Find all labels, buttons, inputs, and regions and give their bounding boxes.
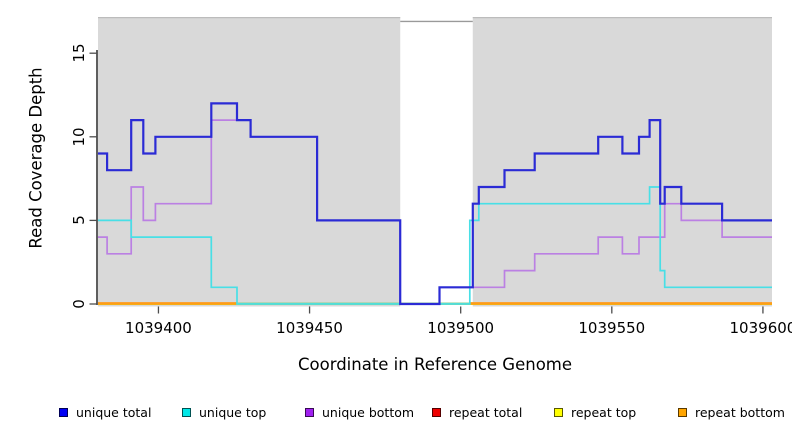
- legend-label: unique total: [76, 404, 152, 420]
- legend-label: repeat total: [449, 404, 523, 420]
- legend-item-repeat-bottom: repeat bottom: [678, 404, 785, 420]
- x-tick-label: 1039550: [578, 319, 646, 337]
- y-tick-label: 10: [70, 127, 88, 147]
- x-tick-label: 1039500: [427, 319, 495, 337]
- series-unique-total: [98, 102, 772, 306]
- legend-item-unique-total: unique total: [59, 404, 151, 420]
- x-tick-label: 1039450: [276, 319, 343, 337]
- legend-label: unique bottom: [322, 404, 415, 420]
- y-axis-title: Read Coverage Depth: [26, 67, 46, 249]
- gap-region: [400, 17, 473, 307]
- legend-swatch-icon: [432, 407, 441, 417]
- legend-swatch-icon: [182, 407, 191, 417]
- x-axis-title: Coordinate in Reference Genome: [297, 355, 573, 374]
- legend-item-repeat-top: repeat top: [554, 404, 636, 420]
- legend-item-repeat-total: repeat total: [432, 404, 522, 420]
- legend-swatch-icon: [678, 407, 687, 417]
- legend-swatch-icon: [305, 407, 314, 417]
- x-tick-label: 1039400: [125, 319, 192, 337]
- legend-swatch-icon: [59, 407, 68, 417]
- y-tick-label: 5: [70, 215, 88, 226]
- series-unique-top: [98, 186, 772, 305]
- legend-label: repeat top: [571, 404, 637, 420]
- legend-swatch-icon: [554, 407, 563, 417]
- y-tick-label: 0: [70, 299, 88, 309]
- legend-label: unique top: [199, 404, 267, 420]
- legend-item-unique-bottom: unique bottom: [305, 404, 414, 420]
- x-tick-label: 1039600: [729, 319, 792, 337]
- legend-label: repeat bottom: [695, 404, 785, 420]
- legend-item-unique-top: unique top: [182, 404, 266, 420]
- y-tick-label: 15: [70, 43, 88, 63]
